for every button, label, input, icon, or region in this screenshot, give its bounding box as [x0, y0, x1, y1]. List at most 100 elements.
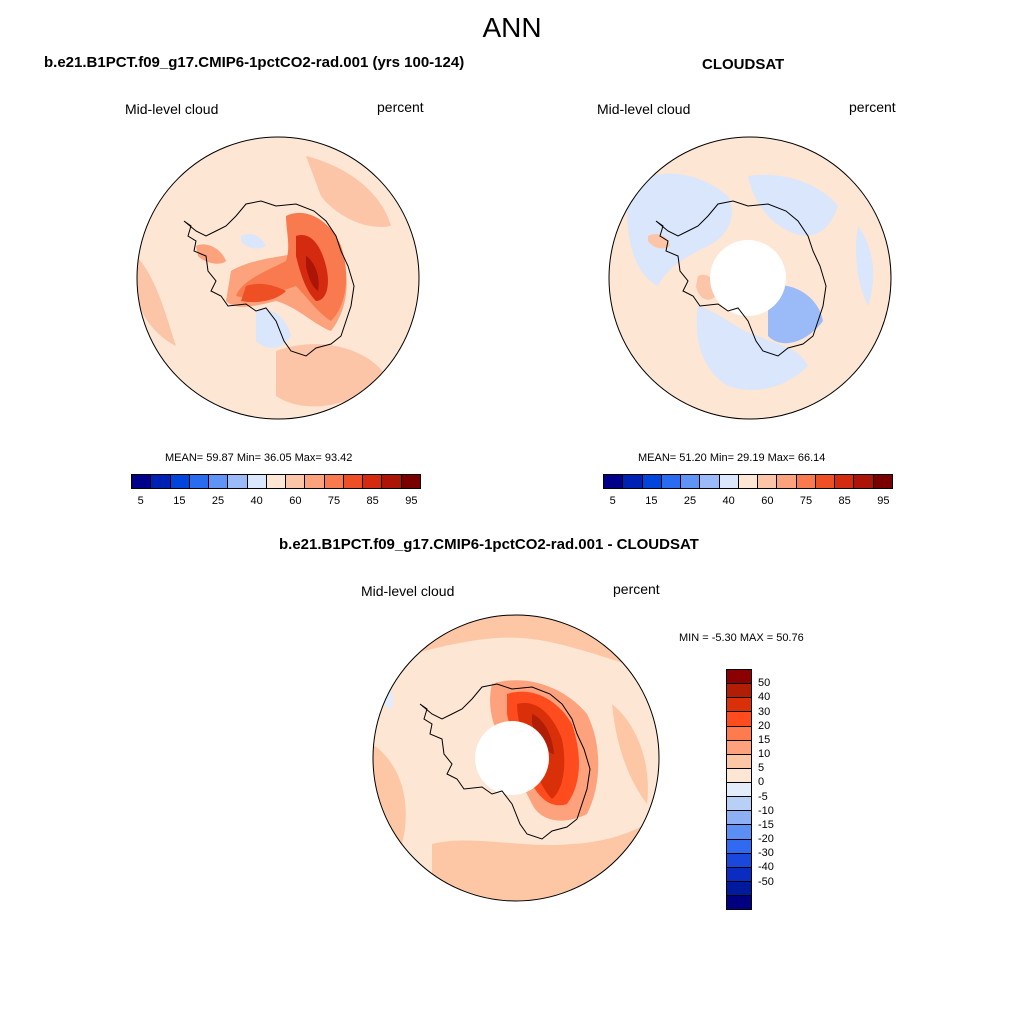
colorbar-swatch — [727, 881, 751, 896]
panel3-variable-label: Mid-level cloud — [361, 583, 455, 599]
colorbar-tick-label: 0 — [758, 776, 765, 789]
colorbar-swatch — [815, 475, 836, 488]
colorbar-swatch — [661, 475, 682, 488]
panel2-colorbar-labels: 5 15 25 40 60 75 85 95 — [603, 495, 893, 509]
panel2-variable-label: Mid-level cloud — [597, 101, 691, 117]
colorbar-tick-label: 15 — [758, 733, 771, 746]
panel1-variable-label: Mid-level cloud — [125, 101, 219, 117]
colorbar-tick-label: -20 — [758, 833, 774, 846]
colorbar-swatch — [719, 475, 739, 488]
colorbar-swatch — [305, 475, 325, 488]
colorbar-swatch — [738, 475, 759, 488]
colorbar-tick-label: 5 — [137, 495, 144, 507]
colorbar-swatch — [727, 754, 751, 769]
panel2-colorbar — [603, 474, 893, 489]
colorbar-swatch — [727, 811, 751, 826]
colorbar-swatch — [727, 853, 751, 868]
colorbar-swatch — [151, 475, 171, 488]
colorbar-swatch — [286, 475, 306, 488]
colorbar-swatch — [727, 740, 751, 755]
colorbar-swatch — [228, 475, 248, 488]
colorbar-swatch — [758, 475, 778, 488]
colorbar-swatch — [873, 475, 892, 488]
panel2-title: CLOUDSAT — [702, 56, 785, 73]
panel3-stats: MIN = -5.30 MAX = 50.76 — [679, 632, 804, 644]
colorbar-swatch — [727, 896, 751, 910]
colorbar-tick-label: 85 — [366, 495, 379, 507]
panel2-units-label: percent — [849, 99, 896, 115]
colorbar-tick-label: 95 — [405, 495, 418, 507]
colorbar-swatch — [796, 475, 816, 488]
colorbar-tick-label: -40 — [758, 861, 774, 874]
colorbar-tick-label: 40 — [250, 495, 263, 507]
panel1-title: b.e21.B1PCT.f09_g17.CMIP6-1pctCO2-rad.00… — [44, 54, 465, 71]
colorbar-tick-label: 25 — [211, 495, 225, 507]
colorbar-swatch — [209, 475, 229, 488]
panel1-colorbar — [131, 474, 421, 489]
colorbar-swatch — [382, 475, 402, 488]
panel3-colorbar-labels: 50 40 30 20 15 10 5 0 -5 -10 -15 -20 -30 -40 -50 — [758, 669, 818, 910]
colorbar-tick-label: -10 — [758, 804, 774, 817]
colorbar-swatch — [727, 726, 751, 741]
colorbar-swatch — [324, 475, 344, 488]
panel3-title: b.e21.B1PCT.f09_g17.CMIP6-1pctCO2-rad.00… — [279, 536, 699, 553]
colorbar-tick-label: -50 — [758, 875, 774, 888]
colorbar-tick-label: -30 — [758, 847, 774, 860]
colorbar-tick-label: 30 — [758, 705, 771, 718]
colorbar-swatch — [727, 839, 751, 854]
colorbar-swatch — [727, 698, 751, 713]
colorbar-swatch — [642, 475, 662, 488]
colorbar-swatch — [727, 712, 751, 727]
panel1-map — [136, 136, 420, 420]
panel3-units-label: percent — [613, 581, 660, 597]
colorbar-swatch — [727, 684, 751, 699]
panel1-colorbar-labels: 5 15 25 40 60 75 85 95 — [131, 495, 421, 509]
colorbar-swatch — [132, 475, 152, 488]
colorbar-tick-label: 10 — [758, 748, 771, 761]
colorbar-swatch — [835, 475, 855, 488]
colorbar-tick-label: 50 — [758, 677, 771, 690]
panel2-map — [608, 136, 892, 420]
panel3-map — [372, 614, 660, 902]
colorbar-swatch — [727, 783, 751, 798]
colorbar-tick-label: 95 — [877, 495, 890, 507]
colorbar-tick-label: -5 — [758, 790, 768, 803]
colorbar-swatch — [247, 475, 267, 488]
figure-title: ANN — [482, 12, 542, 43]
colorbar-swatch — [189, 475, 210, 488]
colorbar-swatch — [343, 475, 364, 488]
panel1-units-label: percent — [377, 99, 424, 115]
panel1-stats: MEAN= 59.87 Min= 36.05 Max= 93.42 — [165, 452, 353, 464]
colorbar-tick-label: -15 — [758, 818, 774, 831]
colorbar-tick-label: 20 — [758, 719, 771, 732]
colorbar-swatch — [170, 475, 190, 488]
colorbar-tick-label: 75 — [327, 495, 341, 507]
colorbar-swatch — [854, 475, 874, 488]
colorbar-swatch — [727, 867, 751, 882]
colorbar-tick-label: 60 — [289, 495, 302, 507]
colorbar-tick-label: 75 — [799, 495, 813, 507]
colorbar-swatch — [604, 475, 624, 488]
colorbar-tick-label: 85 — [838, 495, 851, 507]
colorbar-swatch — [727, 768, 751, 783]
colorbar-swatch — [727, 670, 751, 685]
colorbar-tick-label: 15 — [173, 495, 186, 507]
colorbar-swatch — [363, 475, 383, 488]
colorbar-tick-label: 25 — [683, 495, 697, 507]
colorbar-tick-label: 40 — [758, 691, 771, 704]
colorbar-tick-label: 5 — [758, 762, 765, 775]
colorbar-tick-label: 15 — [645, 495, 658, 507]
colorbar-tick-label: 60 — [761, 495, 774, 507]
colorbar-swatch — [681, 475, 701, 488]
colorbar-swatch — [623, 475, 643, 488]
colorbar-swatch — [401, 475, 420, 488]
colorbar-swatch — [777, 475, 797, 488]
colorbar-swatch — [700, 475, 720, 488]
colorbar-swatch — [727, 797, 751, 812]
panel2-stats: MEAN= 51.20 Min= 29.19 Max= 66.14 — [638, 452, 826, 464]
colorbar-tick-label: 5 — [609, 495, 616, 507]
colorbar-swatch — [727, 825, 751, 840]
colorbar-swatch — [266, 475, 287, 488]
panel3-colorbar — [726, 669, 752, 910]
colorbar-tick-label: 40 — [722, 495, 735, 507]
